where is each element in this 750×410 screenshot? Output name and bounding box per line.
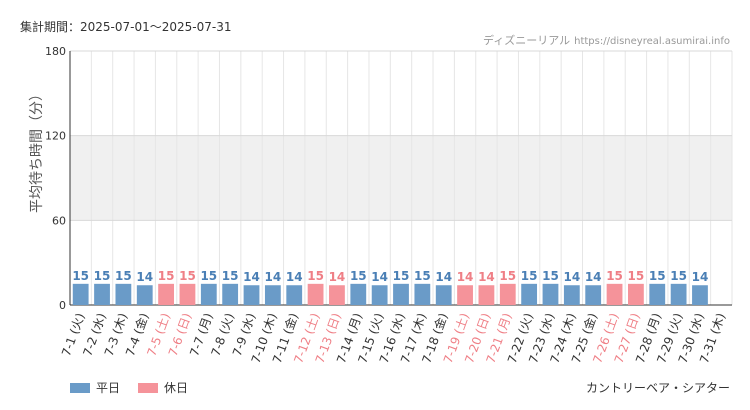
data-label: 14: [329, 270, 346, 284]
data-label: 14: [478, 270, 495, 284]
data-label: 15: [628, 269, 645, 283]
legend-swatch-weekday: [70, 382, 90, 393]
bar: [222, 283, 239, 305]
legend: 平日 休日: [70, 379, 188, 396]
bar: [115, 283, 132, 305]
bar: [521, 283, 538, 305]
data-label: 15: [393, 269, 410, 283]
bar: [329, 285, 345, 305]
data-label: 15: [94, 269, 111, 283]
data-label: 14: [243, 270, 260, 284]
bar: [585, 285, 602, 305]
data-label: 14: [692, 270, 709, 284]
bar: [200, 283, 217, 305]
bar: [158, 283, 174, 305]
bar: [393, 283, 409, 305]
bar: [350, 283, 367, 305]
bar: [499, 283, 516, 305]
data-label: 15: [350, 269, 367, 283]
data-label: 14: [371, 270, 388, 284]
bar: [307, 283, 324, 305]
bar: [264, 285, 281, 305]
y-tick-label: 60: [52, 214, 66, 227]
data-label: 14: [585, 270, 602, 284]
bar: [94, 283, 110, 305]
data-label: 15: [521, 269, 538, 283]
data-label: 14: [265, 270, 282, 284]
y-tick-label: 0: [59, 299, 66, 312]
data-label: 15: [158, 269, 175, 283]
data-label: 15: [670, 269, 687, 283]
bar: [371, 285, 388, 305]
legend-swatch-holiday: [138, 382, 159, 393]
bar: [286, 285, 303, 305]
data-label: 15: [115, 269, 132, 283]
bar: [457, 285, 473, 305]
source-name: ディズニーリアル: [483, 34, 571, 47]
bar: [542, 283, 559, 305]
data-label: 15: [414, 269, 431, 283]
bar: [670, 283, 687, 305]
data-label: 14: [286, 270, 303, 284]
data-label: 15: [72, 269, 89, 283]
bar: [243, 285, 260, 305]
legend-item-holiday: 休日: [138, 379, 188, 396]
data-label: 15: [222, 269, 239, 283]
data-label: 14: [457, 270, 474, 284]
bar: [136, 285, 153, 305]
source-url: https://disneyreal.asumirai.info: [574, 36, 730, 47]
data-label: 15: [542, 269, 559, 283]
data-label: 14: [563, 270, 580, 284]
data-label: 14: [136, 270, 153, 284]
data-label: 15: [307, 269, 324, 283]
bar: [628, 283, 644, 305]
bar: [435, 285, 452, 305]
data-label: 15: [499, 269, 516, 283]
y-band: [70, 135, 732, 221]
bar: [649, 283, 666, 305]
legend-label-weekday: 平日: [96, 381, 121, 395]
legend-item-weekday: 平日: [70, 379, 120, 396]
bar: [606, 283, 623, 305]
data-label: 15: [179, 269, 196, 283]
bar: [563, 285, 580, 305]
source-credit: ディズニーリアル https://disneyreal.asumirai.info: [483, 32, 730, 48]
y-tick-label: 120: [45, 130, 66, 143]
data-label: 15: [649, 269, 666, 283]
y-tick-label: 180: [45, 45, 66, 58]
legend-label-holiday: 休日: [164, 381, 189, 395]
period-label: 集計期間：2025-07-01〜2025-07-31: [20, 20, 232, 34]
data-label: 15: [606, 269, 623, 283]
bar: [414, 283, 431, 305]
bar: [692, 285, 708, 305]
bar: [478, 285, 495, 305]
data-label: 14: [435, 270, 452, 284]
attraction-name: カントリーベア・シアター: [585, 381, 730, 395]
data-label: 15: [200, 269, 217, 283]
bar: [179, 283, 196, 305]
bar: [72, 283, 89, 305]
